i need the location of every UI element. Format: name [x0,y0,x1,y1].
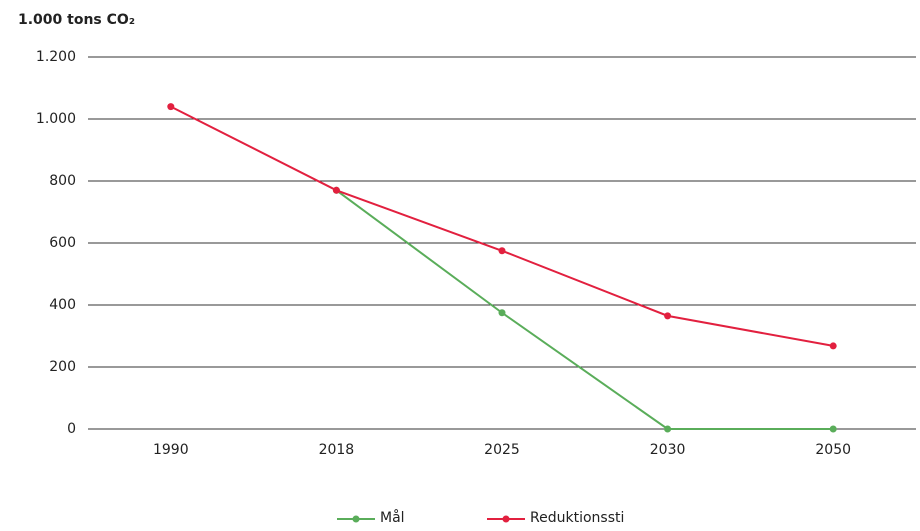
point [829,342,837,350]
x-tick-label: 2018 [319,442,355,458]
point [167,103,175,111]
y-tick-label: 400 [49,297,76,313]
point [829,425,837,433]
x-tick-label: 1990 [153,442,189,458]
point [664,425,672,433]
point [332,186,340,194]
legend-label: Reduktionssti [530,510,624,526]
y-tick-label: 200 [49,359,76,375]
y-tick-label: 1.200 [36,49,76,65]
x-tick-label: 2050 [815,442,851,458]
chart-title: 1.000 tons CO₂ [18,12,135,28]
x-tick-label: 2030 [650,442,686,458]
legend-marker [352,515,360,523]
y-tick-label: 0 [67,421,76,437]
point [664,312,672,320]
legend-label: Mål [380,509,405,526]
series-line [335,189,834,430]
legend-marker [502,515,510,523]
y-tick-label: 1.000 [36,111,76,127]
y-tick-label: 600 [49,235,76,251]
x-tick-label: 2025 [484,442,520,458]
y-tick-label: 800 [49,173,76,189]
point [498,247,506,255]
point [498,309,506,317]
